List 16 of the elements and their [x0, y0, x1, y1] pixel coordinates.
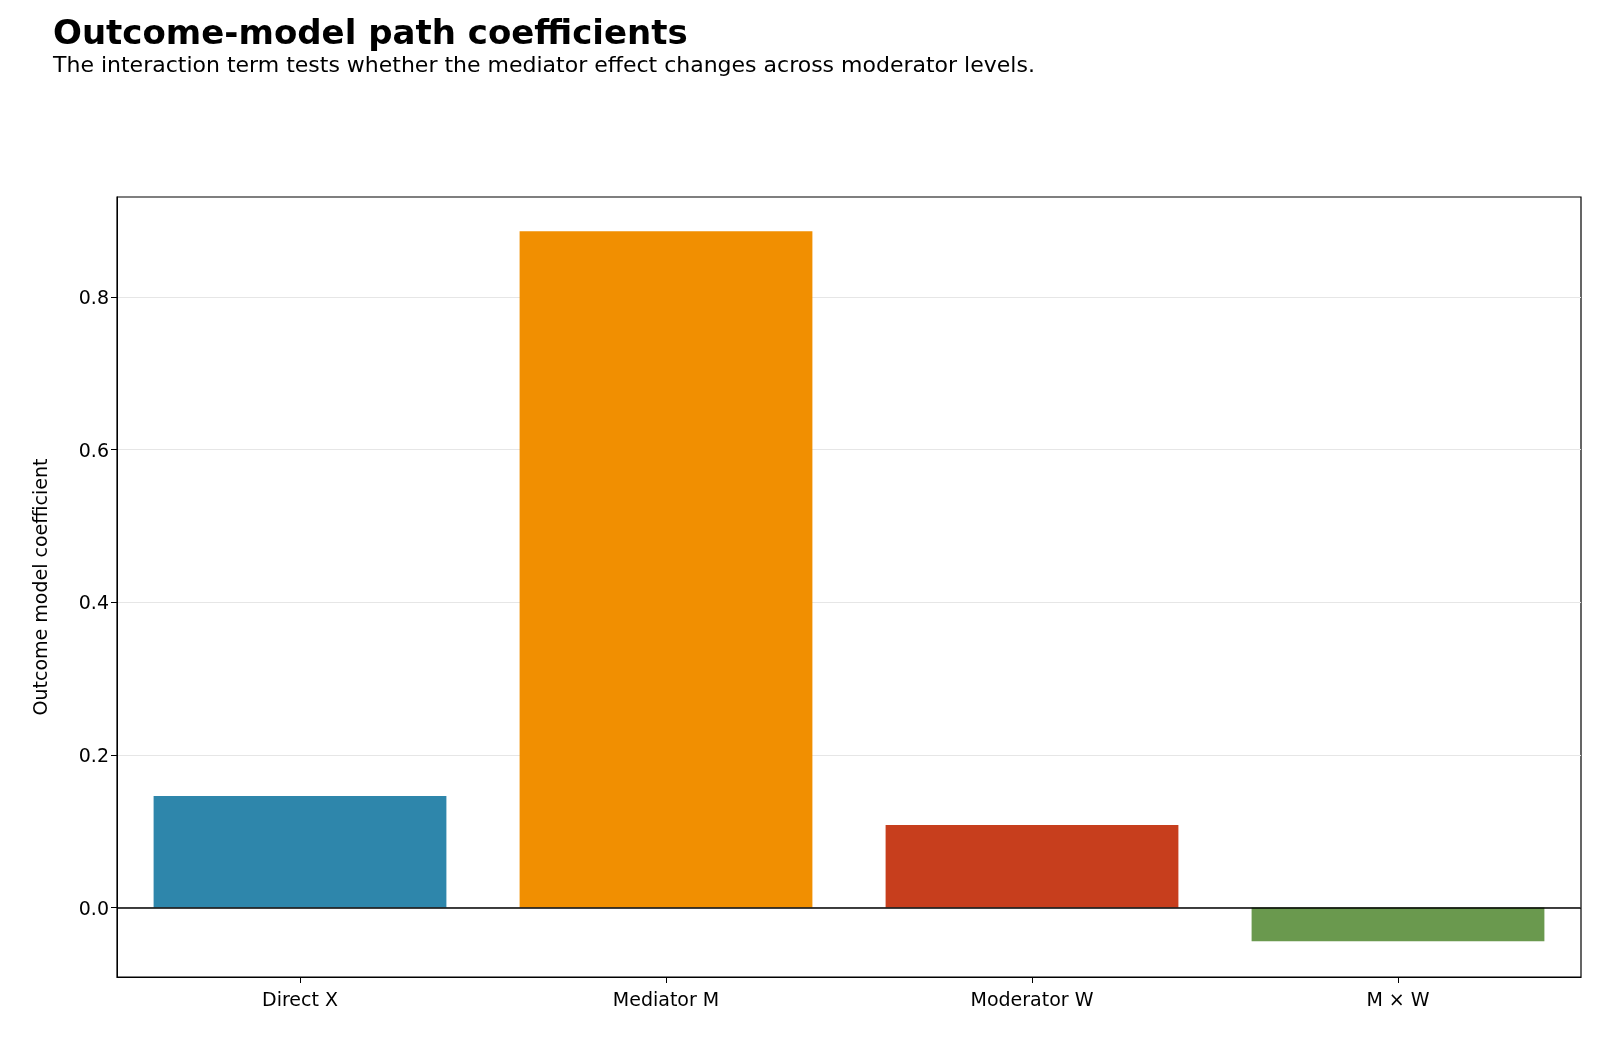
chart-subtitle: The interaction term tests whether the mediator effect changes across moderator levels.	[52, 51, 1035, 77]
bar	[153, 796, 447, 908]
y-tick-label: 0.0	[78, 896, 109, 919]
bar	[885, 825, 1179, 908]
y-tick-label: 0.6	[78, 438, 109, 461]
x-tick-label: M × W	[1366, 987, 1430, 1010]
x-tick-label: Mediator M	[612, 987, 720, 1010]
bar	[519, 231, 813, 908]
x-tick-label: Moderator W	[970, 987, 1094, 1010]
y-tick-label: 0.2	[78, 743, 109, 766]
x-tick-label: Direct X	[262, 987, 338, 1010]
chart-title: Outcome-model path coefficients	[53, 12, 688, 52]
y-axis-title: Outcome model coefficient	[28, 458, 51, 716]
bar	[1251, 907, 1545, 942]
y-tick-label: 0.4	[78, 591, 109, 614]
y-tick-label: 0.8	[78, 285, 109, 308]
